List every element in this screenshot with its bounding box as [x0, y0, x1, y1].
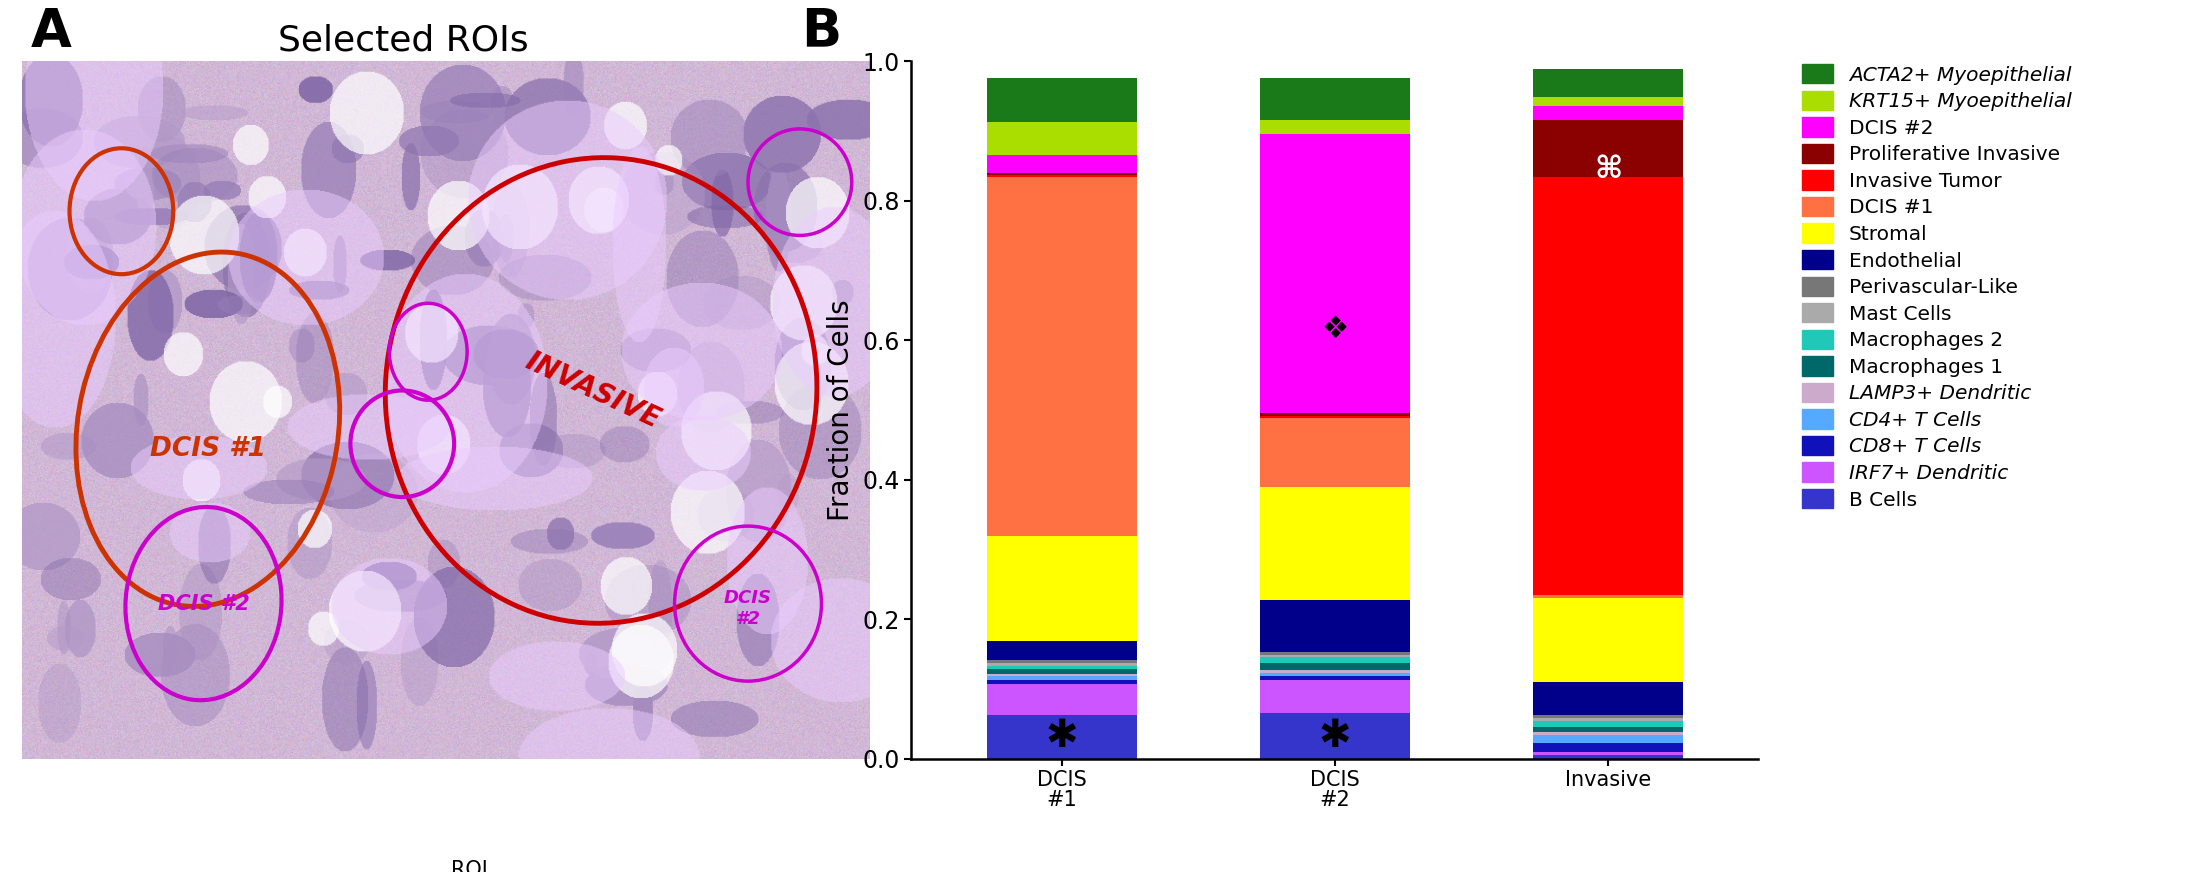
Bar [1259, 78, 1411, 120]
Bar [987, 684, 1136, 715]
Bar [987, 78, 1136, 122]
Bar [1259, 713, 1411, 759]
Bar [1259, 673, 1411, 677]
Text: ✱: ✱ [1046, 717, 1077, 754]
Text: A: A [31, 5, 70, 58]
Bar [1259, 680, 1411, 713]
Bar [1259, 487, 1411, 600]
Bar [1532, 732, 1684, 735]
Text: Selected ROIs: Selected ROIs [277, 24, 528, 58]
Text: ROI: ROI [451, 860, 488, 872]
Bar [1259, 677, 1411, 680]
Text: INVASIVE: INVASIVE [521, 347, 664, 434]
Bar [1532, 721, 1684, 726]
Bar [987, 670, 1136, 673]
Bar [1532, 726, 1684, 732]
Bar [1532, 755, 1684, 759]
Bar [987, 174, 1136, 177]
Bar [1259, 657, 1411, 663]
Bar [1532, 119, 1684, 177]
Bar [987, 680, 1136, 684]
Bar [987, 177, 1136, 536]
Legend: ACTA2+ Myoepithelial, KRT15+ Myoepithelial, DCIS #2, Proliferative Invasive, Inv: ACTA2+ Myoepithelial, KRT15+ Myoepitheli… [1802, 65, 2071, 509]
Text: ✱: ✱ [1319, 717, 1352, 754]
Bar [1532, 70, 1684, 98]
Bar [1532, 98, 1684, 106]
Bar [987, 155, 1136, 173]
Bar [1259, 413, 1411, 416]
Bar [987, 673, 1136, 677]
Bar [1259, 419, 1411, 487]
Bar [1532, 715, 1684, 719]
Text: DCIS
#2: DCIS #2 [723, 589, 771, 628]
Bar [1259, 663, 1411, 670]
Bar [1532, 598, 1684, 682]
Bar [987, 663, 1136, 666]
Text: B: B [802, 5, 842, 58]
Bar [987, 666, 1136, 670]
Bar [1532, 719, 1684, 721]
Bar [987, 173, 1136, 174]
Bar [1259, 120, 1411, 134]
Bar [1259, 416, 1411, 419]
Text: DCIS #2: DCIS #2 [158, 594, 248, 614]
Bar [1532, 743, 1684, 752]
Bar [1532, 682, 1684, 715]
Bar [1532, 177, 1684, 596]
Text: ⌘: ⌘ [1594, 154, 1622, 184]
Bar [987, 536, 1136, 641]
Bar [1259, 655, 1411, 657]
Bar [1532, 735, 1684, 743]
Bar [1259, 600, 1411, 652]
Bar [1532, 106, 1684, 119]
Bar [987, 677, 1136, 680]
Bar [1259, 652, 1411, 655]
Bar [987, 122, 1136, 155]
Y-axis label: Fraction of Cells: Fraction of Cells [826, 299, 855, 521]
Bar [987, 641, 1136, 660]
Bar [1259, 134, 1411, 413]
Text: DCIS #1: DCIS #1 [149, 436, 266, 461]
Bar [987, 660, 1136, 663]
Text: ❖: ❖ [1321, 315, 1350, 344]
Bar [1532, 752, 1684, 755]
Bar [987, 715, 1136, 759]
Bar [1532, 596, 1684, 598]
Bar [1259, 670, 1411, 673]
